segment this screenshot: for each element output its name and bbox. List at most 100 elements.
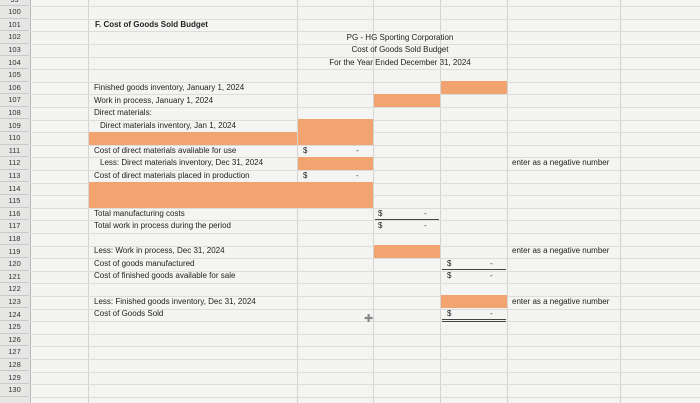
label-less-fg-dec: Less: Finished goods inventory, Dec 31, …: [94, 297, 256, 306]
row-number[interactable]: 110: [0, 132, 29, 145]
row-gridline: [30, 270, 700, 272]
row-gridline: [30, 371, 700, 373]
total-mfg-amount[interactable]: -: [424, 209, 427, 218]
row-gridline: [30, 43, 700, 45]
row-number[interactable]: 123: [0, 296, 29, 309]
row-number[interactable]: 100: [0, 6, 29, 19]
label-dm-placed: Cost of direct materials placed in produ…: [94, 171, 250, 180]
row-gridline: [30, 333, 700, 335]
row-number[interactable]: 109: [0, 120, 29, 133]
row-gridline: [30, 106, 700, 108]
row-gridline: [30, 283, 700, 285]
row-number[interactable]: 114: [0, 183, 29, 196]
row-number[interactable]: 118: [0, 233, 29, 246]
statement-period: For the Year Ended December 31, 2024: [329, 58, 471, 67]
input-cell-fg-jan[interactable]: [441, 81, 507, 94]
row-number[interactable]: 117: [0, 220, 29, 233]
row-gridline: [30, 384, 700, 386]
section-title: F. Cost of Goods Sold Budget: [95, 20, 208, 29]
row-number[interactable]: 124: [0, 309, 29, 322]
note-negative-number: enter as a negative number: [512, 297, 610, 306]
cell-cursor-icon: ✚: [364, 313, 374, 325]
dm-avail-amount[interactable]: -: [356, 146, 359, 155]
dm-placed-amount[interactable]: -: [356, 171, 359, 180]
row-number[interactable]: 102: [0, 31, 29, 44]
total-underline: [442, 319, 506, 320]
row-number[interactable]: 108: [0, 107, 29, 120]
row-number[interactable]: 120: [0, 258, 29, 271]
row-number[interactable]: 115: [0, 195, 29, 208]
label-cogs: Cost of Goods Sold: [94, 309, 164, 318]
row-number[interactable]: 116: [0, 208, 29, 221]
input-cell-dm-inv-jan[interactable]: [298, 119, 373, 132]
input-cell-wip-jan[interactable]: [374, 94, 440, 107]
row-number[interactable]: 129: [0, 372, 29, 385]
row-number[interactable]: 113: [0, 170, 29, 183]
row-number[interactable]: 122: [0, 283, 29, 296]
row-number[interactable]: 127: [0, 346, 29, 359]
label-dm: Direct materials:: [94, 108, 152, 117]
label-less-dm-dec: Less: Direct materials inventory, Dec 31…: [100, 158, 264, 167]
cofg-avail-amount[interactable]: -: [490, 271, 493, 280]
input-cell-dm-inv-jan-b[interactable]: [298, 132, 373, 145]
row-number[interactable]: 104: [0, 57, 29, 70]
cofg-avail-currency: $: [447, 271, 452, 280]
row-number[interactable]: 106: [0, 82, 29, 95]
label-wip-jan: Work in process, January 1, 2024: [94, 96, 214, 105]
row-number[interactable]: 112: [0, 157, 29, 170]
note-negative-number: enter as a negative number: [512, 158, 610, 167]
row-gridline: [30, 358, 700, 360]
row-number-column: 99 100 101 102 103 104 105 106 107 108 1…: [0, 0, 31, 403]
row-number[interactable]: 107: [0, 94, 29, 107]
row-number[interactable]: 121: [0, 271, 29, 284]
row-number[interactable]: 125: [0, 321, 29, 334]
row-number[interactable]: 128: [0, 359, 29, 372]
row-gridline: [30, 308, 700, 310]
cogs-currency: $: [447, 309, 452, 318]
label-cofg-avail: Cost of finished goods available for sal…: [94, 271, 236, 280]
row-number[interactable]: 105: [0, 69, 29, 82]
row-gridline: [30, 207, 700, 209]
cogm-amount[interactable]: -: [490, 259, 493, 268]
label-total-mfg: Total manufacturing costs: [94, 209, 185, 218]
row-number[interactable]: 126: [0, 334, 29, 347]
statement-name: Cost of Goods Sold Budget: [351, 45, 449, 54]
label-total-wip: Total work in process during the period: [94, 221, 231, 230]
input-row-dm-block-a[interactable]: [89, 132, 297, 145]
column-gridline: [373, 0, 374, 403]
row-gridline: [30, 245, 700, 247]
dm-avail-currency: $: [303, 146, 308, 155]
label-dm-inv-jan: Direct materials inventory, Jan 1, 2024: [100, 121, 236, 130]
row-number[interactable]: 103: [0, 44, 29, 57]
row-number[interactable]: 130: [0, 384, 29, 397]
row-gridline: [30, 56, 700, 58]
row-gridline: [30, 396, 700, 398]
row-number[interactable]: 119: [0, 246, 29, 259]
total-double-underline: [442, 321, 506, 322]
label-cogm: Cost of goods manufactured: [94, 259, 195, 268]
row-gridline: [30, 220, 700, 222]
cogm-currency: $: [447, 259, 452, 268]
row-number[interactable]: 99: [0, 0, 29, 7]
label-less-wip-dec: Less: Work in process, Dec 31, 2024: [94, 246, 225, 255]
row-gridline: [30, 321, 700, 323]
row-number[interactable]: 101: [0, 19, 29, 32]
row-number[interactable]: 111: [0, 145, 29, 158]
row-gridline: [30, 169, 700, 171]
column-gridline: [620, 0, 621, 403]
column-gridline: [88, 0, 89, 403]
row-gridline: [30, 69, 700, 71]
dm-placed-currency: $: [303, 171, 308, 180]
cogs-amount[interactable]: -: [490, 309, 493, 318]
input-cell-dm-dec[interactable]: [298, 157, 373, 170]
total-wip-amount[interactable]: -: [424, 221, 427, 230]
input-cell-wip-dec[interactable]: [374, 245, 440, 258]
input-cell-fg-dec[interactable]: [441, 295, 507, 308]
input-block-labor-overhead[interactable]: [89, 182, 373, 208]
row-gridline: [30, 346, 700, 348]
column-gridline: [440, 0, 441, 403]
row-gridline: [30, 94, 700, 96]
row-gridline: [30, 232, 700, 234]
row-gridline: [30, 144, 700, 146]
